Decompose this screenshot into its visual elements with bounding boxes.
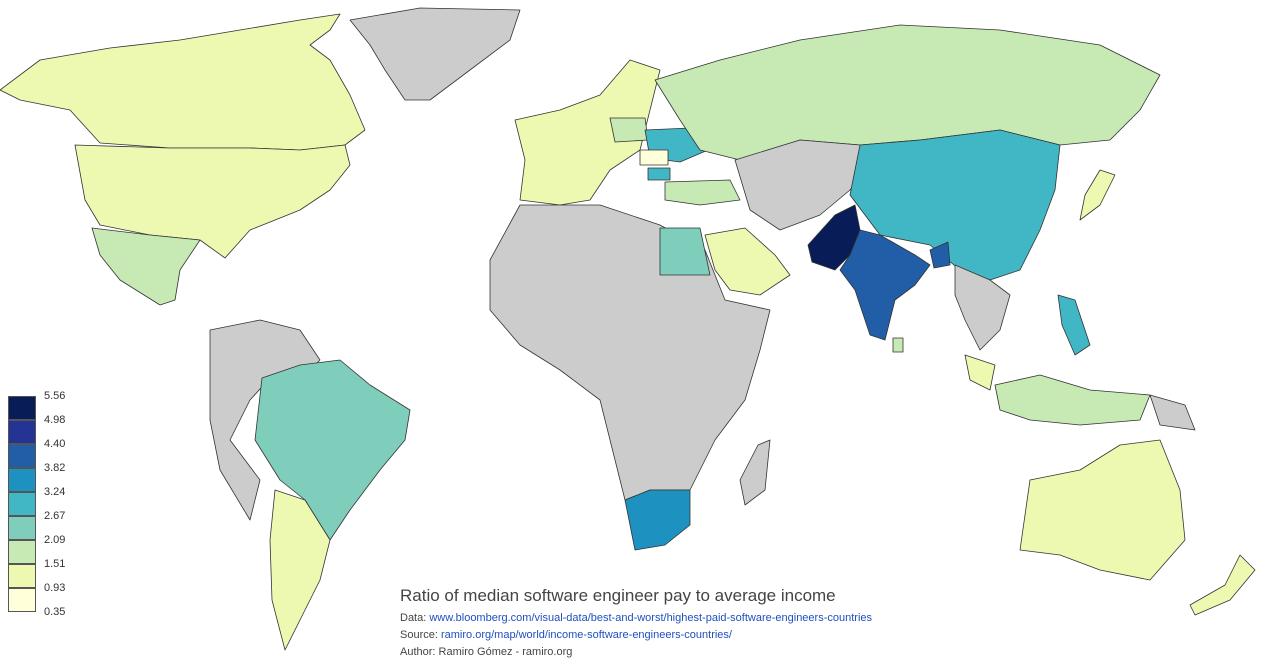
legend-tick: 0.93 <box>44 582 66 594</box>
legend-tick: 1.51 <box>44 558 66 570</box>
legend-swatch <box>8 468 36 492</box>
country-mainland-southeast-asia <box>954 264 1011 351</box>
legend-row: 0.93 <box>8 582 118 612</box>
country-saudi-arabia <box>704 227 791 296</box>
country-canada <box>0 13 366 151</box>
country-philippines <box>1057 294 1091 356</box>
country-brazil <box>254 359 411 541</box>
legend-row: 4.40 <box>8 438 118 468</box>
legend-row: 0.35 <box>8 606 118 636</box>
legend-row: 4.98 <box>8 414 118 444</box>
country-russia <box>654 24 1161 161</box>
country-south-africa <box>624 489 691 551</box>
data-credit: Data: www.bloomberg.com/visual-data/best… <box>400 610 895 627</box>
legend-tick: 5.56 <box>44 390 66 402</box>
source-credit: Source: ramiro.org/map/world/income-soft… <box>400 627 895 644</box>
country-argentina <box>269 489 331 651</box>
legend-row: 3.82 <box>8 462 118 492</box>
legend-tick: 3.24 <box>44 486 66 498</box>
legend-row: 2.67 <box>8 510 118 540</box>
legend-row: 2.09 <box>8 534 118 564</box>
legend-tick: 0.35 <box>44 606 66 618</box>
source-label: Source: <box>400 629 438 641</box>
country-papua-new-guinea <box>1149 394 1196 431</box>
country-japan <box>1079 169 1116 221</box>
country-greenland <box>349 7 521 101</box>
legend-swatch <box>8 516 36 540</box>
country-poland <box>609 117 649 143</box>
country-romania <box>639 149 669 166</box>
legend-swatch <box>8 396 36 420</box>
country-mexico <box>91 227 201 306</box>
legend-tick: 4.40 <box>44 438 66 450</box>
country-united-states <box>74 144 351 259</box>
data-label: Data: <box>400 612 427 624</box>
country-central-asia <box>734 139 881 231</box>
country-australia <box>1019 439 1186 581</box>
legend: 5.56 4.98 4.40 3.82 3.24 2.67 2.09 1.51 … <box>8 390 118 618</box>
author-credit: Author: Ramiro Gómez - ramiro.org <box>400 646 573 658</box>
legend-tick: 2.09 <box>44 534 66 546</box>
country-egypt <box>659 227 711 276</box>
country-bangladesh <box>929 241 951 269</box>
legend-swatch <box>8 420 36 444</box>
country-bulgaria <box>647 167 671 181</box>
legend-swatch <box>8 588 36 612</box>
caption: Ratio of median software engineer pay to… <box>400 586 895 661</box>
legend-tick: 3.82 <box>44 462 66 474</box>
legend-swatch <box>8 540 36 564</box>
legend-swatch <box>8 492 36 516</box>
country-indonesia <box>994 374 1151 426</box>
map-title: Ratio of median software engineer pay to… <box>400 586 836 605</box>
country-india <box>839 229 931 341</box>
legend-swatch <box>8 444 36 468</box>
legend-tick: 4.98 <box>44 414 66 426</box>
country-turkey <box>664 179 741 206</box>
data-link[interactable]: www.bloomberg.com/visual-data/best-and-w… <box>429 612 873 624</box>
legend-tick: 2.67 <box>44 510 66 522</box>
country-malaysia <box>964 354 996 391</box>
legend-row: 5.56 <box>8 390 118 420</box>
legend-swatch <box>8 564 36 588</box>
country-new-zealand <box>1189 554 1256 616</box>
legend-row: 1.51 <box>8 558 118 588</box>
source-link[interactable]: ramiro.org/map/world/income-software-eng… <box>440 629 732 641</box>
country-madagascar <box>739 439 771 506</box>
legend-row: 3.24 <box>8 486 118 516</box>
country-sri-lanka <box>892 337 904 353</box>
